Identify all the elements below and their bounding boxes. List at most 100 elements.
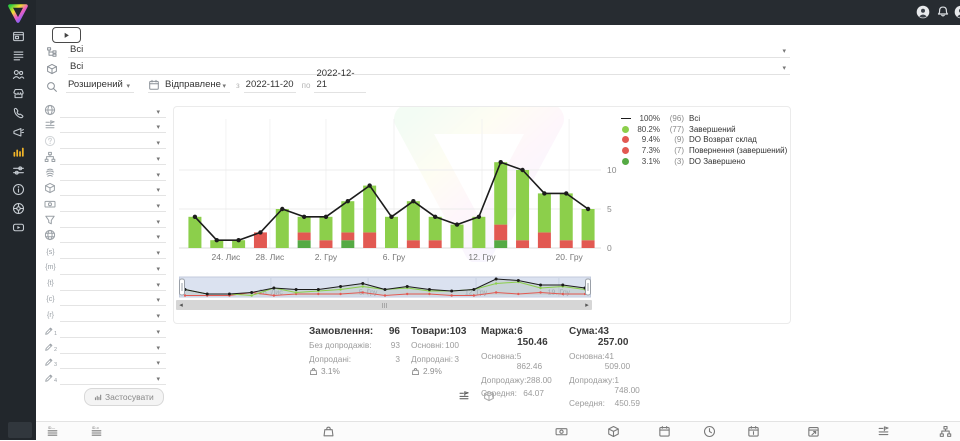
category-select[interactable]: Всі ▾ [68,43,790,58]
sitemap-icon[interactable] [939,425,952,438]
date-to-input[interactable]: 2022-12-21 [314,68,367,93]
scroll-left-arrow[interactable]: ◂ [179,302,183,309]
navigator-handle[interactable] [179,278,185,296]
search-mode-value: Розширений [68,79,123,90]
stat-badge: 3.1% [309,366,400,376]
sidebar-item-store[interactable] [0,84,36,103]
legend-item[interactable]: 100% (96) Всі [620,113,787,124]
report-icon[interactable] [877,425,890,438]
banknote-icon[interactable] [555,425,568,438]
legend-item[interactable]: 9.4% (9) DO Возврат склад [620,135,787,146]
legend-count: (9) [674,135,684,145]
stats-toggle-cube[interactable] [483,390,495,402]
calendar-export-icon[interactable] [807,425,820,438]
sidebar-item-info[interactable] [0,180,36,199]
stat-title: Товари: 103 [411,326,466,337]
chevron-down-icon: ▾ [156,344,160,352]
sidebar-item-video[interactable] [0,218,36,237]
stat-sub-label: Середня: [569,398,605,409]
date-field-select[interactable]: Відправлене ▾ [148,77,230,93]
filter-select[interactable]: ▾ [60,229,166,244]
filter-select[interactable]: ▾ [60,292,166,307]
filter-select[interactable]: ▾ [60,340,166,354]
sidebar-item-sliders[interactable] [0,161,36,180]
filter-select[interactable]: ▾ [60,355,166,370]
stat-badge: 2.9% [411,366,459,376]
filter-select[interactable]: ▾ [60,245,166,260]
watermark-logo [379,104,579,264]
filter-row-pencil-2: 2 ▾ [44,338,166,354]
filter-select[interactable]: ▾ [60,182,166,197]
avatar[interactable] [916,5,930,19]
pencil-2-icon: 2 [44,340,57,353]
bag-icon[interactable] [322,425,335,438]
megaphone-icon [12,126,25,139]
legend-item[interactable]: 7.3% (7) Повернення (завершений) [620,145,787,156]
filter-select[interactable]: ▾ [60,324,166,338]
svg-text:24. Лис: 24. Лис [212,252,242,262]
orders-id-list-alt-icon[interactable]: ID-o [90,425,103,438]
orders-chart: 0 5 10 24. Лис 28. Лис 2. Гру 6. Гру 12. Гру 20.… [179,119,617,262]
stats-toggle-report[interactable] [458,390,470,402]
filter-panel: ▾ ▾ ▾ ▾ ▾ ▾ ▾ ▾ ▾ {s} ▾ {m} ▾ {t} ▾ {c} ▾ {r} ▾ 1 ▾ 2 ▾ 3 ▾ 4 ▾ [44,102,166,385]
stat-title: Сума: 43 257.00 [569,326,640,348]
legend-label: Завершений [689,124,736,134]
avatar-edge[interactable] [954,5,960,19]
search-icon [46,81,58,93]
chart-navigator[interactable]: 28. Лис 5. Гру 12. Гру 19. Гру [179,276,591,298]
stat-sub-row: Допродані: 3 [309,354,400,364]
stat-sub-label: Допродані: [411,353,454,364]
sidebar-item-chart-bars[interactable] [0,142,36,161]
chevron-down-icon: ▾ [156,281,160,289]
filter-row-help: ▾ [44,133,166,150]
filter-select[interactable]: ▾ [60,214,166,228]
legend-marker [620,136,631,144]
sidebar-item-megaphone[interactable] [0,122,36,141]
filter-select[interactable]: ▾ [60,198,166,213]
filter-select[interactable]: ▾ [60,371,166,385]
play-button[interactable] [52,27,81,43]
filter-select[interactable]: ▾ [60,119,166,134]
sidebar-item-list[interactable] [0,46,36,65]
sidebar-item-browser[interactable] [0,27,36,46]
calendar-date-icon[interactable] [747,425,760,438]
sidebar-item-users[interactable] [0,65,36,84]
filter-select[interactable]: ▾ [60,104,166,118]
chart-scrollbar[interactable]: ◂ ▸ [176,300,592,310]
brace-m-icon: {m} [45,264,56,272]
filter-select[interactable]: ▾ [60,167,166,181]
filter-select[interactable]: ▾ [60,151,166,165]
search-mode-select[interactable]: Розширений ▾ [66,77,134,93]
scroll-right-arrow[interactable]: ▸ [585,302,589,309]
filter-select[interactable]: ▾ [60,277,166,291]
navigator-handle[interactable] [585,278,591,296]
date-from-input[interactable]: 2022-11-20 [243,77,296,93]
legend-item[interactable]: 3.1% (3) DO Завершено [620,156,787,167]
bag-icon [411,367,420,376]
users-icon [12,68,25,81]
sidebar-item-wheel[interactable] [0,199,36,218]
chevron-down-icon: ▾ [156,124,160,132]
filter-select[interactable]: ▾ [60,308,166,323]
legend-item[interactable]: 80.2% (77) Завершений [620,124,787,135]
bell-icon[interactable] [936,5,950,19]
info-icon [12,183,25,196]
clock-icon[interactable] [703,425,716,438]
apply-button[interactable]: Застосувати [84,388,164,406]
app-logo[interactable] [6,3,30,24]
orders-id-list-icon[interactable]: ID— [46,425,59,438]
filter-select[interactable]: ▾ [60,135,166,150]
cube-icon[interactable] [607,425,620,438]
sidebar-footer-highlight [8,422,32,438]
calendar-icon[interactable] [658,425,671,438]
scrollbar-grip[interactable] [381,302,387,308]
stat-sub-label: Середня: [481,388,517,399]
pencil-4-icon: 4 [44,371,57,384]
filter-select[interactable]: ▾ [60,261,166,275]
stat-sub-label: Без допродажів: [309,340,372,351]
product-select-value: Всі [70,61,84,72]
product-select[interactable]: Всі ▾ [68,60,790,75]
legend-percent: 100% [639,113,660,123]
chevron-down-icon: ▾ [156,108,160,116]
sidebar-item-phone[interactable] [0,103,36,122]
